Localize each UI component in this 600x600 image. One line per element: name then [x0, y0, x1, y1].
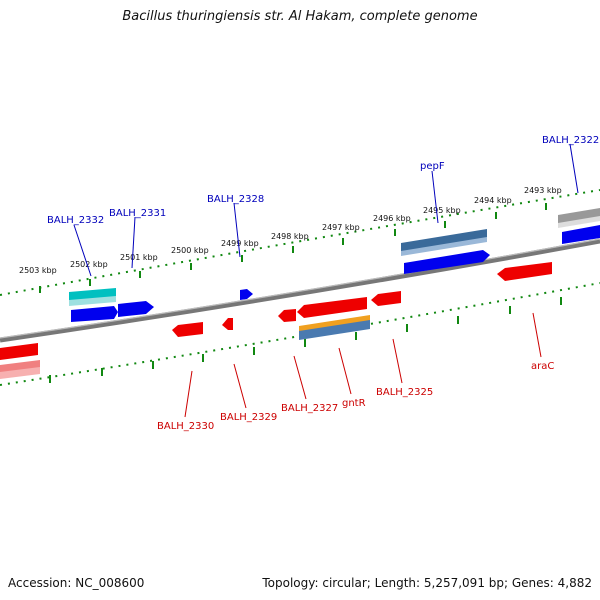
gene-balh-2331-arrow[interactable] [118, 301, 154, 317]
genome-backbone [0, 238, 600, 343]
label-balh-2331[interactable]: BALH_2331 [109, 208, 166, 219]
reverse-genes [0, 262, 552, 379]
label-balh-2328[interactable]: BALH_2328 [207, 194, 264, 205]
gene-balh-2332-arrow[interactable] [71, 306, 118, 322]
gene-balh-2327-arrow[interactable] [297, 297, 367, 318]
gene-balh-2327-arrow-small[interactable] [278, 309, 296, 322]
leader-balh-2325 [392, 338, 403, 384]
tick-label-2494: 2494 kbp [474, 196, 512, 205]
leader-balh-2327 [293, 355, 307, 400]
tick-label-2500: 2500 kbp [171, 246, 209, 255]
upper-ruler-line [0, 189, 600, 296]
leader-balh-2328 [233, 202, 241, 258]
genome-summary-text: Topology: circular; Length: 5,257,091 bp… [262, 576, 592, 590]
label-balh-2325[interactable]: BALH_2325 [376, 387, 433, 398]
accession-text: Accession: NC_008600 [8, 576, 145, 590]
gene-arac-arrow[interactable] [497, 262, 552, 281]
tick-label-2503: 2503 kbp [19, 266, 57, 275]
leader-balh-2332 [73, 224, 92, 277]
gene-balh-2329-arrow[interactable] [222, 318, 233, 330]
gene-left-red[interactable] [0, 343, 38, 360]
gene-balh-2328-arrow[interactable] [240, 289, 253, 300]
upper-major-ticks [39, 203, 547, 293]
map-title: Bacillus thuringiensis str. Al Hakam, co… [122, 9, 478, 24]
leader-gntr [338, 347, 352, 395]
tick-label-2501: 2501 kbp [120, 253, 158, 262]
genome-backbone-highlight [0, 238, 600, 339]
forward-genes [69, 208, 600, 322]
leader-arac [532, 312, 542, 358]
tick-label-2502: 2502 kbp [70, 260, 108, 269]
leader-balh-2331 [131, 216, 136, 269]
tick-label-2493: 2493 kbp [524, 186, 562, 195]
label-pepf[interactable]: pepF [420, 161, 445, 172]
label-balh-2329[interactable]: BALH_2329 [220, 412, 277, 423]
reverse-labels [184, 312, 542, 418]
leader-balh-2329 [233, 363, 247, 409]
tick-label-2496: 2496 kbp [373, 214, 411, 223]
gene-pepf-arrow[interactable] [404, 250, 490, 274]
tick-label-2499: 2499 kbp [221, 239, 259, 248]
tick-label-2495: 2495 kbp [423, 206, 461, 215]
label-balh-2322[interactable]: BALH_2322 [542, 135, 599, 146]
label-balh-2332[interactable]: BALH_2332 [47, 215, 104, 226]
leader-pepf [431, 170, 439, 224]
leader-balh-2330 [184, 370, 193, 418]
tick-label-2498: 2498 kbp [271, 232, 309, 241]
gene-balh-2330-arrow[interactable] [172, 322, 203, 337]
tick-label-2497: 2497 kbp [322, 223, 360, 232]
label-balh-2330[interactable]: BALH_2330 [157, 421, 214, 432]
label-arac[interactable]: araC [531, 361, 554, 372]
gene-balh-2322-arrow[interactable] [562, 225, 600, 244]
lower-major-ticks [49, 297, 562, 383]
forward-labels [73, 143, 579, 277]
gene-balh-2325-arrow[interactable] [371, 291, 401, 306]
label-balh-2327[interactable]: BALH_2327 [281, 403, 338, 414]
label-gntr[interactable]: gntR [342, 398, 366, 409]
leader-balh-2322 [569, 143, 579, 194]
